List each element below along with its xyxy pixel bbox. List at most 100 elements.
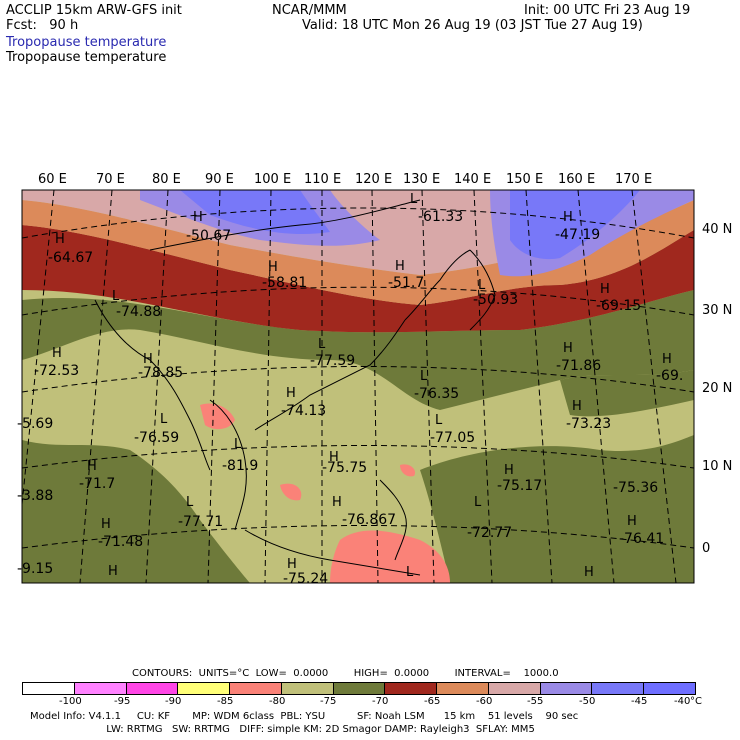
- value-label: -76.867: [342, 512, 396, 528]
- color-swatch: [488, 683, 541, 694]
- value-label: -74.13: [281, 403, 326, 419]
- lon-label: 80 E: [152, 172, 181, 187]
- lon-label: 130 E: [403, 172, 441, 187]
- coastline: [469, 249, 496, 331]
- high-marker: H: [572, 399, 582, 414]
- color-swatch: [644, 683, 695, 694]
- high-marker: H: [662, 352, 672, 367]
- color-swatch: [385, 683, 438, 694]
- lat-label: 10 N: [702, 459, 733, 474]
- color-swatch: [540, 683, 593, 694]
- low-marker: L: [112, 289, 120, 304]
- coastline: [94, 299, 211, 471]
- scale-tick: -100: [59, 696, 82, 707]
- map-frame: [21, 189, 695, 584]
- value-label: -58.81: [262, 275, 307, 291]
- color-swatch: [178, 683, 231, 694]
- value-label: -71.7: [79, 476, 115, 492]
- model-title: ACCLIP 15km ARW-GFS init: [6, 3, 182, 18]
- scale-tick: -80: [269, 696, 286, 707]
- organization: NCAR/MMM: [272, 3, 347, 18]
- shade-minus45-japan: [510, 190, 640, 260]
- tropopause-temperature-map: H H H H H H H H H H H H H H H H H H H H …: [17, 189, 695, 587]
- value-label: -75.36: [613, 480, 658, 496]
- high-marker: H: [627, 514, 637, 529]
- scale-tick: -95: [114, 696, 131, 707]
- shade-minus80-patch: [280, 483, 302, 501]
- field-title-shaded: Tropopause temperature: [6, 35, 167, 50]
- high-marker: H: [332, 495, 342, 510]
- lon-label: 100 E: [254, 172, 292, 187]
- shade-minus45-tibet: [180, 190, 330, 235]
- meridian: [371, 190, 379, 583]
- meridian: [631, 190, 677, 583]
- parallel-20n: [22, 366, 694, 393]
- lon-label: 90 E: [205, 172, 234, 187]
- coastline: [209, 399, 247, 531]
- lon-label: 120 E: [355, 172, 393, 187]
- high-marker: H: [143, 352, 153, 367]
- parallel-equator: [22, 525, 694, 549]
- scale-tick: -40: [674, 696, 691, 707]
- color-swatch: [437, 683, 489, 694]
- lon-label: 140 E: [454, 172, 492, 187]
- low-marker: L: [406, 565, 414, 580]
- scale-tick: -60: [476, 696, 493, 707]
- meridian: [79, 190, 113, 583]
- lat-label: 30 N: [702, 303, 733, 318]
- scale-tick: -65: [424, 696, 441, 707]
- high-marker: H: [329, 450, 339, 465]
- low-marker: L: [318, 337, 326, 352]
- contours-info: CONTOURS: UNITS=°C LOW= 0.0000 HIGH= 0.0…: [132, 668, 559, 679]
- lon-label: 70 E: [96, 172, 125, 187]
- value-label: -76.41: [619, 531, 664, 547]
- parallel-40n: [22, 207, 694, 239]
- value-label: -47.19: [555, 227, 600, 243]
- value-label: -3.88: [17, 488, 53, 504]
- scale-tick: -70: [372, 696, 389, 707]
- model-info: Model Info: V4.1.1 CU: KF MP: WDM 6class…: [30, 711, 579, 722]
- low-marker: L: [478, 278, 486, 293]
- color-swatch: [23, 683, 75, 694]
- high-marker: H: [52, 346, 62, 361]
- color-swatch: [281, 683, 334, 694]
- border: [149, 199, 421, 251]
- low-marker: L: [420, 369, 428, 384]
- graticule: [22, 190, 694, 583]
- high-marker: H: [287, 557, 297, 572]
- high-marker: H: [600, 282, 610, 297]
- color-swatch: [74, 683, 127, 694]
- high-marker: H: [395, 259, 405, 274]
- meridian: [525, 190, 553, 583]
- high-marker: H: [584, 565, 594, 580]
- shade-minus70-southwest: [22, 440, 250, 583]
- field-title-contour: Tropopause temperature: [6, 50, 167, 65]
- shade-minus70-east: [560, 370, 694, 417]
- lon-label: 110 E: [304, 172, 342, 187]
- shade-minus65: [22, 225, 694, 333]
- coastlines: [94, 199, 496, 576]
- value-label: -50.93: [473, 292, 518, 308]
- high-marker: H: [108, 564, 118, 579]
- value-label: -77.71: [178, 514, 223, 530]
- shade-minus80-indochina: [200, 403, 235, 430]
- low-marker: L: [234, 437, 242, 452]
- value-label: -69.: [656, 368, 683, 384]
- init-time: Init: 00 UTC Fri 23 Aug 19: [524, 3, 691, 18]
- value-label: -73.23: [566, 416, 611, 432]
- color-swatch: [592, 683, 645, 694]
- lat-label: 0: [702, 541, 711, 556]
- value-label: -81.9: [222, 458, 258, 474]
- meridian: [421, 190, 435, 583]
- parallel-10n: [22, 445, 694, 469]
- shade-minus70-pacific: [420, 435, 694, 583]
- coastline: [244, 529, 421, 576]
- value-label: -71.86: [556, 358, 601, 374]
- meridian: [264, 190, 272, 583]
- scale-tick: -90: [165, 696, 182, 707]
- low-marker: L: [186, 495, 194, 510]
- model-physics: LW: RRTMG SW: RRTMG DIFF: simple KM: 2D …: [30, 724, 535, 735]
- color-swatch: [333, 683, 386, 694]
- meridian: [207, 190, 221, 583]
- value-label: -78.85: [138, 365, 183, 381]
